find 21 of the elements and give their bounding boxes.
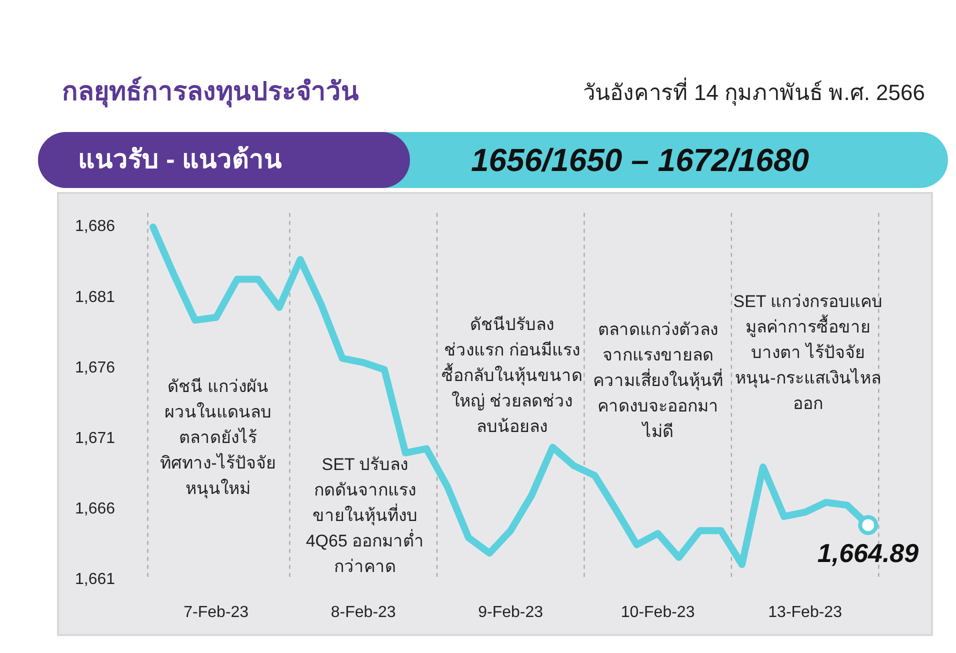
annotation: ตลาดแกว่งตัวลง จากแรงขายลด ความเสี่ยงในหุ้นที่ คาดงบจะออกมา ไม่ดี	[593, 320, 723, 441]
annotation: SET ปรับลง กดดันจากแรง ขายในหุ้นที่งบ 4Q65 ออกมาต่ำ กว่าคาด	[306, 455, 424, 576]
chart-subtitle: วันอังคารที่ 14 กุมภาพันธ์ พ.ศ. 2566	[582, 77, 925, 106]
x-tick-label: 7-Feb-23	[184, 604, 249, 621]
y-tick-label: 1,676	[75, 359, 116, 376]
x-tick-label: 13-Feb-23	[768, 604, 842, 621]
chart-title: กลยุทธ์การลงทุนประจำวัน	[62, 76, 359, 108]
y-tick-label: 1,686	[75, 218, 116, 236]
x-tick-label: 9-Feb-23	[478, 604, 544, 621]
annotation: 1,664.89	[817, 538, 920, 568]
y-tick-label: 1,681	[75, 288, 116, 306]
annotation: ดัชนี แกว่งผัน ผวนในแดนลบ ตลาดยังไร้ ทิศทาง-ไร้ปัจจัย หนุนใหม่	[160, 377, 276, 499]
text: แนวรับ - แนวต้าน	[78, 144, 282, 174]
y-tick-label: 1,671	[75, 430, 116, 448]
annotation: SET แกว่งกรอบแคบ มูลค่าการซื้อขาย บางตา ไร้ปัจจัย หนุน-กระแสเงินไหล ออก	[733, 292, 883, 413]
y-tick-label: 1,666	[75, 500, 116, 518]
x-tick-label: 10-Feb-23	[620, 604, 695, 621]
text: 1656/1650 – 1672/1680	[470, 142, 810, 178]
annotation: ดัชนีปรับลง ช่วงแรก ก่อนมีแรง ซื้อกลับในหุ้นขนาด ใหญ่ ช่วยลดช่วง ลบน้อยลง	[442, 315, 582, 436]
y-tick-label: 1,661	[75, 571, 116, 588]
x-tick-label: 8-Feb-23	[330, 604, 396, 621]
